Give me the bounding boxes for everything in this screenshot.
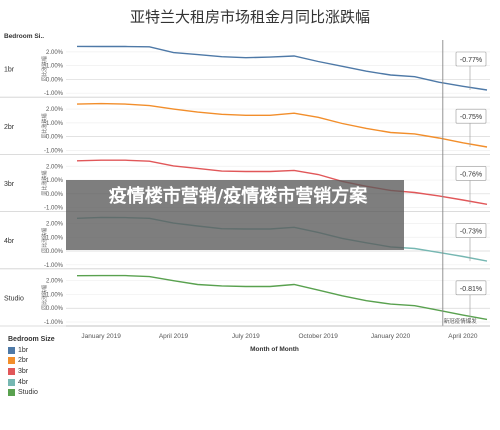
row-label-4br: 4br [4,238,15,245]
y-tick-label: 1.00% [46,121,64,127]
legend-items: 1br 2br 3br 4br Studio [8,345,55,398]
legend-label: 2br [18,357,29,365]
watermark-overlay [66,180,404,250]
legend-swatch [8,367,15,375]
legend-swatch [8,378,15,386]
legend-item-3br: 3br [8,366,55,377]
y-axis-label: 同比涨跌幅 [41,170,48,195]
x-tick-label: April 2020 [448,333,478,340]
x-tick-label: April 2019 [159,333,189,340]
legend-item-2br: 2br [8,356,55,367]
y-tick-label: 2.00% [46,221,64,227]
series-line-1br [76,45,488,91]
reference-line-label: 新冠疫情爆发 [444,317,478,325]
y-tick-label: 1.00% [46,235,64,241]
y-tick-label: 1.00% [46,64,64,70]
row-label-studio: Studio [4,295,24,302]
legend-item-studio: Studio [8,387,55,398]
y-tick-label: 2.00% [46,50,64,56]
end-label-box [455,280,487,296]
y-tick-label: 1.00% [46,178,64,184]
y-tick-label: 2.00% [46,279,64,285]
series-line-3br [76,159,488,205]
y-tick-label: 1.00% [46,292,64,298]
y-axis-label: 同比涨跌幅 [41,56,48,81]
legend-swatch [8,389,15,397]
chart-title: 亚特兰大租房市场租金月同比涨跌幅 [129,8,370,26]
y-tick-label: -1.00% [44,263,64,269]
legend-item-1br: 1br [8,345,55,356]
end-value-label: -0.75% [460,114,482,121]
legend-label: 1br [18,346,29,354]
end-value-label: -0.73% [460,229,482,236]
end-value-label: -0.77% [460,57,482,64]
y-tick-label: 0.00% [46,192,64,198]
legend-swatch [8,357,15,365]
y-tick-label: 0.00% [46,77,64,83]
watermark-text: 疫情楼市营销/疫情楼市营销方案 [108,186,368,207]
legend-label: Studio [18,389,38,397]
x-tick-label: January 2019 [81,333,121,340]
legend-item-4br: 4br [8,377,55,388]
legend-title: Bedroom Size [8,336,55,343]
y-tick-label: -1.00% [44,206,64,212]
legend: Bedroom Size 1br 2br 3br 4br Studio [8,336,55,398]
series-line-studio [76,274,488,321]
x-axis-title: Month of Month [250,346,299,353]
y-axis-label: 同比涨跌幅 [41,228,48,253]
end-label-box [455,223,487,238]
y-axis-label: 同比涨跌幅 [41,285,48,310]
y-tick-label: -1.00% [44,320,64,326]
row-label-3br: 3br [4,181,15,188]
end-label-box [455,166,487,181]
y-tick-label: 2.00% [46,164,64,170]
y-axis-label: 同比涨跌幅 [41,113,48,138]
row-label-1br: 1br [4,67,15,74]
y-tick-label: 0.00% [46,135,64,141]
y-tick-label: 2.00% [46,107,64,113]
row-label-2br: 2br [4,124,15,131]
x-tick-label: October 2019 [299,333,339,340]
y-tick-label: 0.00% [46,306,64,312]
y-tick-label: 0.00% [46,249,64,255]
y-tick-label: -1.00% [44,148,64,154]
x-tick-label: January 2020 [371,333,411,340]
end-label-box [455,108,487,124]
series-line-2br [76,102,488,148]
y-tick-label: -1.00% [44,91,64,97]
legend-label: 3br [18,367,29,375]
x-tick-label: July 2019 [232,333,260,340]
row-header: Bedroom Si.. [4,33,44,40]
legend-label: 4br [18,378,29,386]
end-value-label: -0.76% [460,171,482,178]
end-label-box [455,51,487,67]
legend-swatch [8,346,15,354]
end-value-label: -0.81% [460,286,482,293]
